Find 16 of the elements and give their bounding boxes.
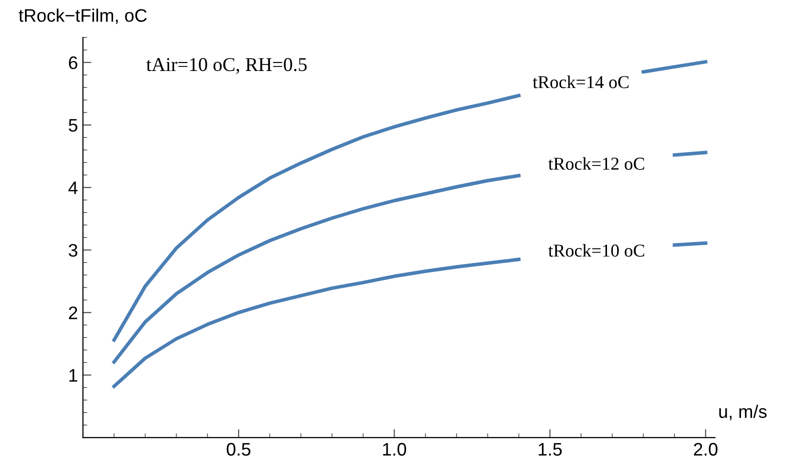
series-label: tRock=12 oC — [548, 157, 644, 170]
y-tick-label: 6 — [68, 56, 78, 70]
x-tick-label: 0.5 — [226, 442, 250, 456]
x-axis-title: u, m/s — [719, 404, 767, 420]
y-tick-label: 1 — [69, 369, 78, 382]
x-tick-label: 1.5 — [538, 443, 562, 456]
series-label: tRock=10 oC — [548, 244, 644, 257]
y-tick-label: 3 — [68, 244, 78, 257]
x-tick-label: 1.0 — [383, 442, 406, 456]
x-tick-label: 2.0 — [694, 442, 718, 456]
y-tick-label: 2 — [68, 306, 78, 320]
series-label: tRock=14 oC — [532, 76, 629, 88]
y-tick-label: 4 — [68, 182, 78, 194]
y-axis-title: tRock−tFilm, oC — [18, 8, 147, 24]
annotation: tAir=10 oC, RH=0.5 — [146, 58, 307, 74]
y-tick-label: 5 — [68, 119, 78, 132]
